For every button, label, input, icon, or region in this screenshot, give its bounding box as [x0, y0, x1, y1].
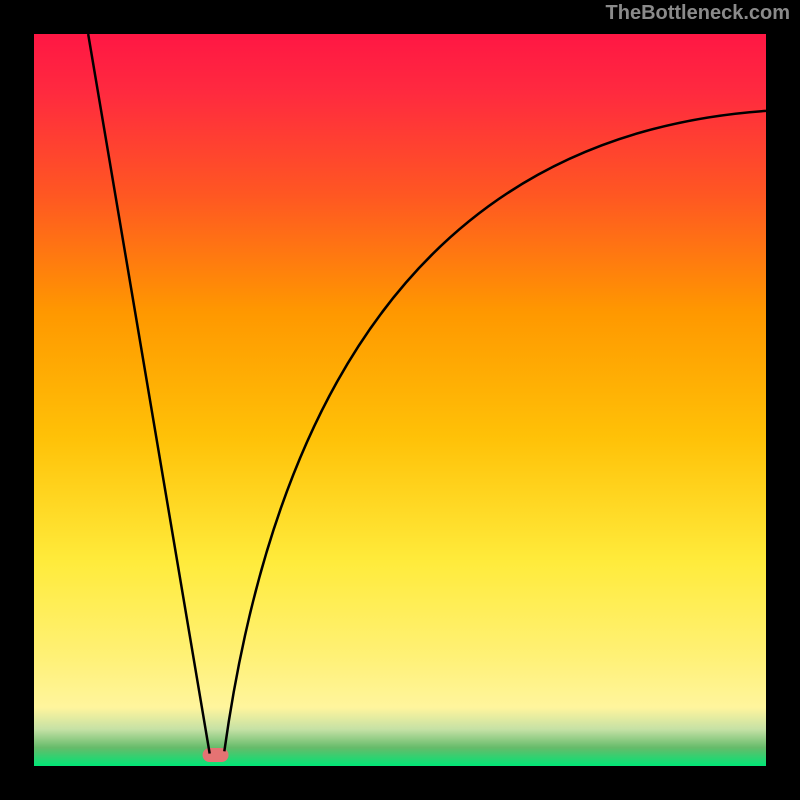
- chart-container: TheBottleneck.com: [0, 0, 800, 800]
- curve-overlay: [34, 34, 766, 766]
- curve-right-branch: [224, 111, 766, 752]
- curve-left-branch: [88, 34, 210, 754]
- watermark-text: TheBottleneck.com: [606, 2, 790, 25]
- plot-area: [34, 34, 766, 766]
